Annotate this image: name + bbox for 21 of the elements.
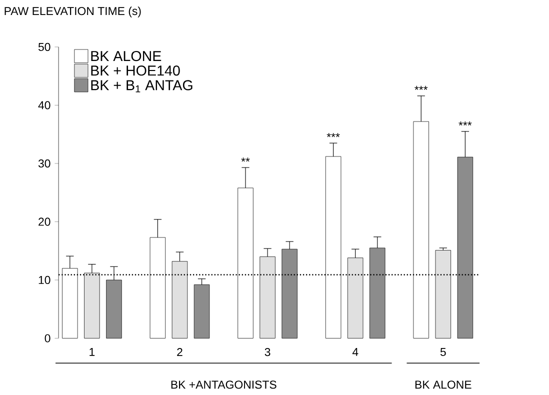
x-tick-label: 4 [352, 348, 358, 356]
annotation: *** [326, 133, 340, 138]
legend-label: BK + HOE140 [91, 66, 180, 76]
y-axis-title: PAW ELEVATION TIME (s) [4, 6, 141, 18]
x-tick-label: 3 [264, 348, 270, 356]
text: BK ALONE [415, 380, 472, 389]
y-tick-label: 40 [38, 101, 50, 110]
x-tick-label: 1 [90, 348, 95, 356]
x-tick-label: 5 [440, 348, 446, 356]
annotation: *** [414, 86, 428, 90]
y-tick-label: 50 [38, 43, 50, 52]
text: BK +ANTAGONISTS [171, 380, 276, 389]
y-tick-label: 0 [44, 334, 50, 342]
y-tick-label: 10 [38, 276, 50, 284]
y-tick-label: 20 [38, 218, 50, 226]
legend-label: BK ALONE [91, 51, 162, 62]
legend-label: BK + B$_{1}$ ANTAG [91, 80, 192, 92]
annotation: *** [458, 122, 472, 126]
y-tick-label: 30 [38, 160, 50, 168]
annotation: ** [241, 158, 250, 162]
x-tick-label: 2 [177, 348, 182, 356]
